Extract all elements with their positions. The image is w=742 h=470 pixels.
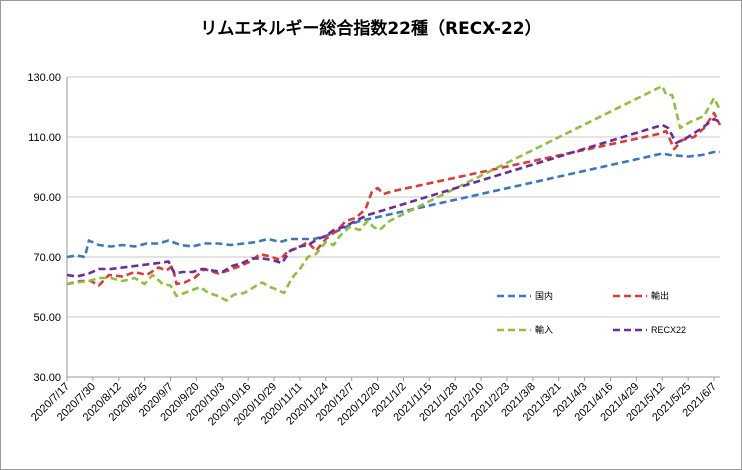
y-tick-label: 50.00 (33, 312, 61, 324)
series-line-3 (66, 84, 722, 302)
y-axis: 30.00 50.00 70.00 90.00 110.00 130.00 (27, 72, 68, 384)
legend-label: 輸出 (651, 290, 669, 301)
gridlines (67, 76, 720, 378)
series-line-1 (66, 150, 720, 259)
legend-label: 輸入 (535, 324, 553, 335)
y-tick-label: 30.00 (33, 372, 61, 384)
y-tick-label: 110.00 (28, 132, 61, 144)
y-tick-label: 130.00 (27, 72, 61, 84)
legend-label: RECX22 (651, 325, 686, 335)
x-axis: 2020/7/172020/7/302020/8/122020/8/252020… (29, 377, 719, 428)
legend-label: 国内 (535, 290, 553, 301)
chart-title: リムエネルギー総合指数22種（RECX-22） (200, 19, 542, 39)
y-tick-label: 90.00 (33, 192, 61, 204)
series-line-2 (66, 111, 722, 287)
y-tick-label: 70.00 (33, 252, 61, 264)
series-lines (66, 84, 722, 302)
